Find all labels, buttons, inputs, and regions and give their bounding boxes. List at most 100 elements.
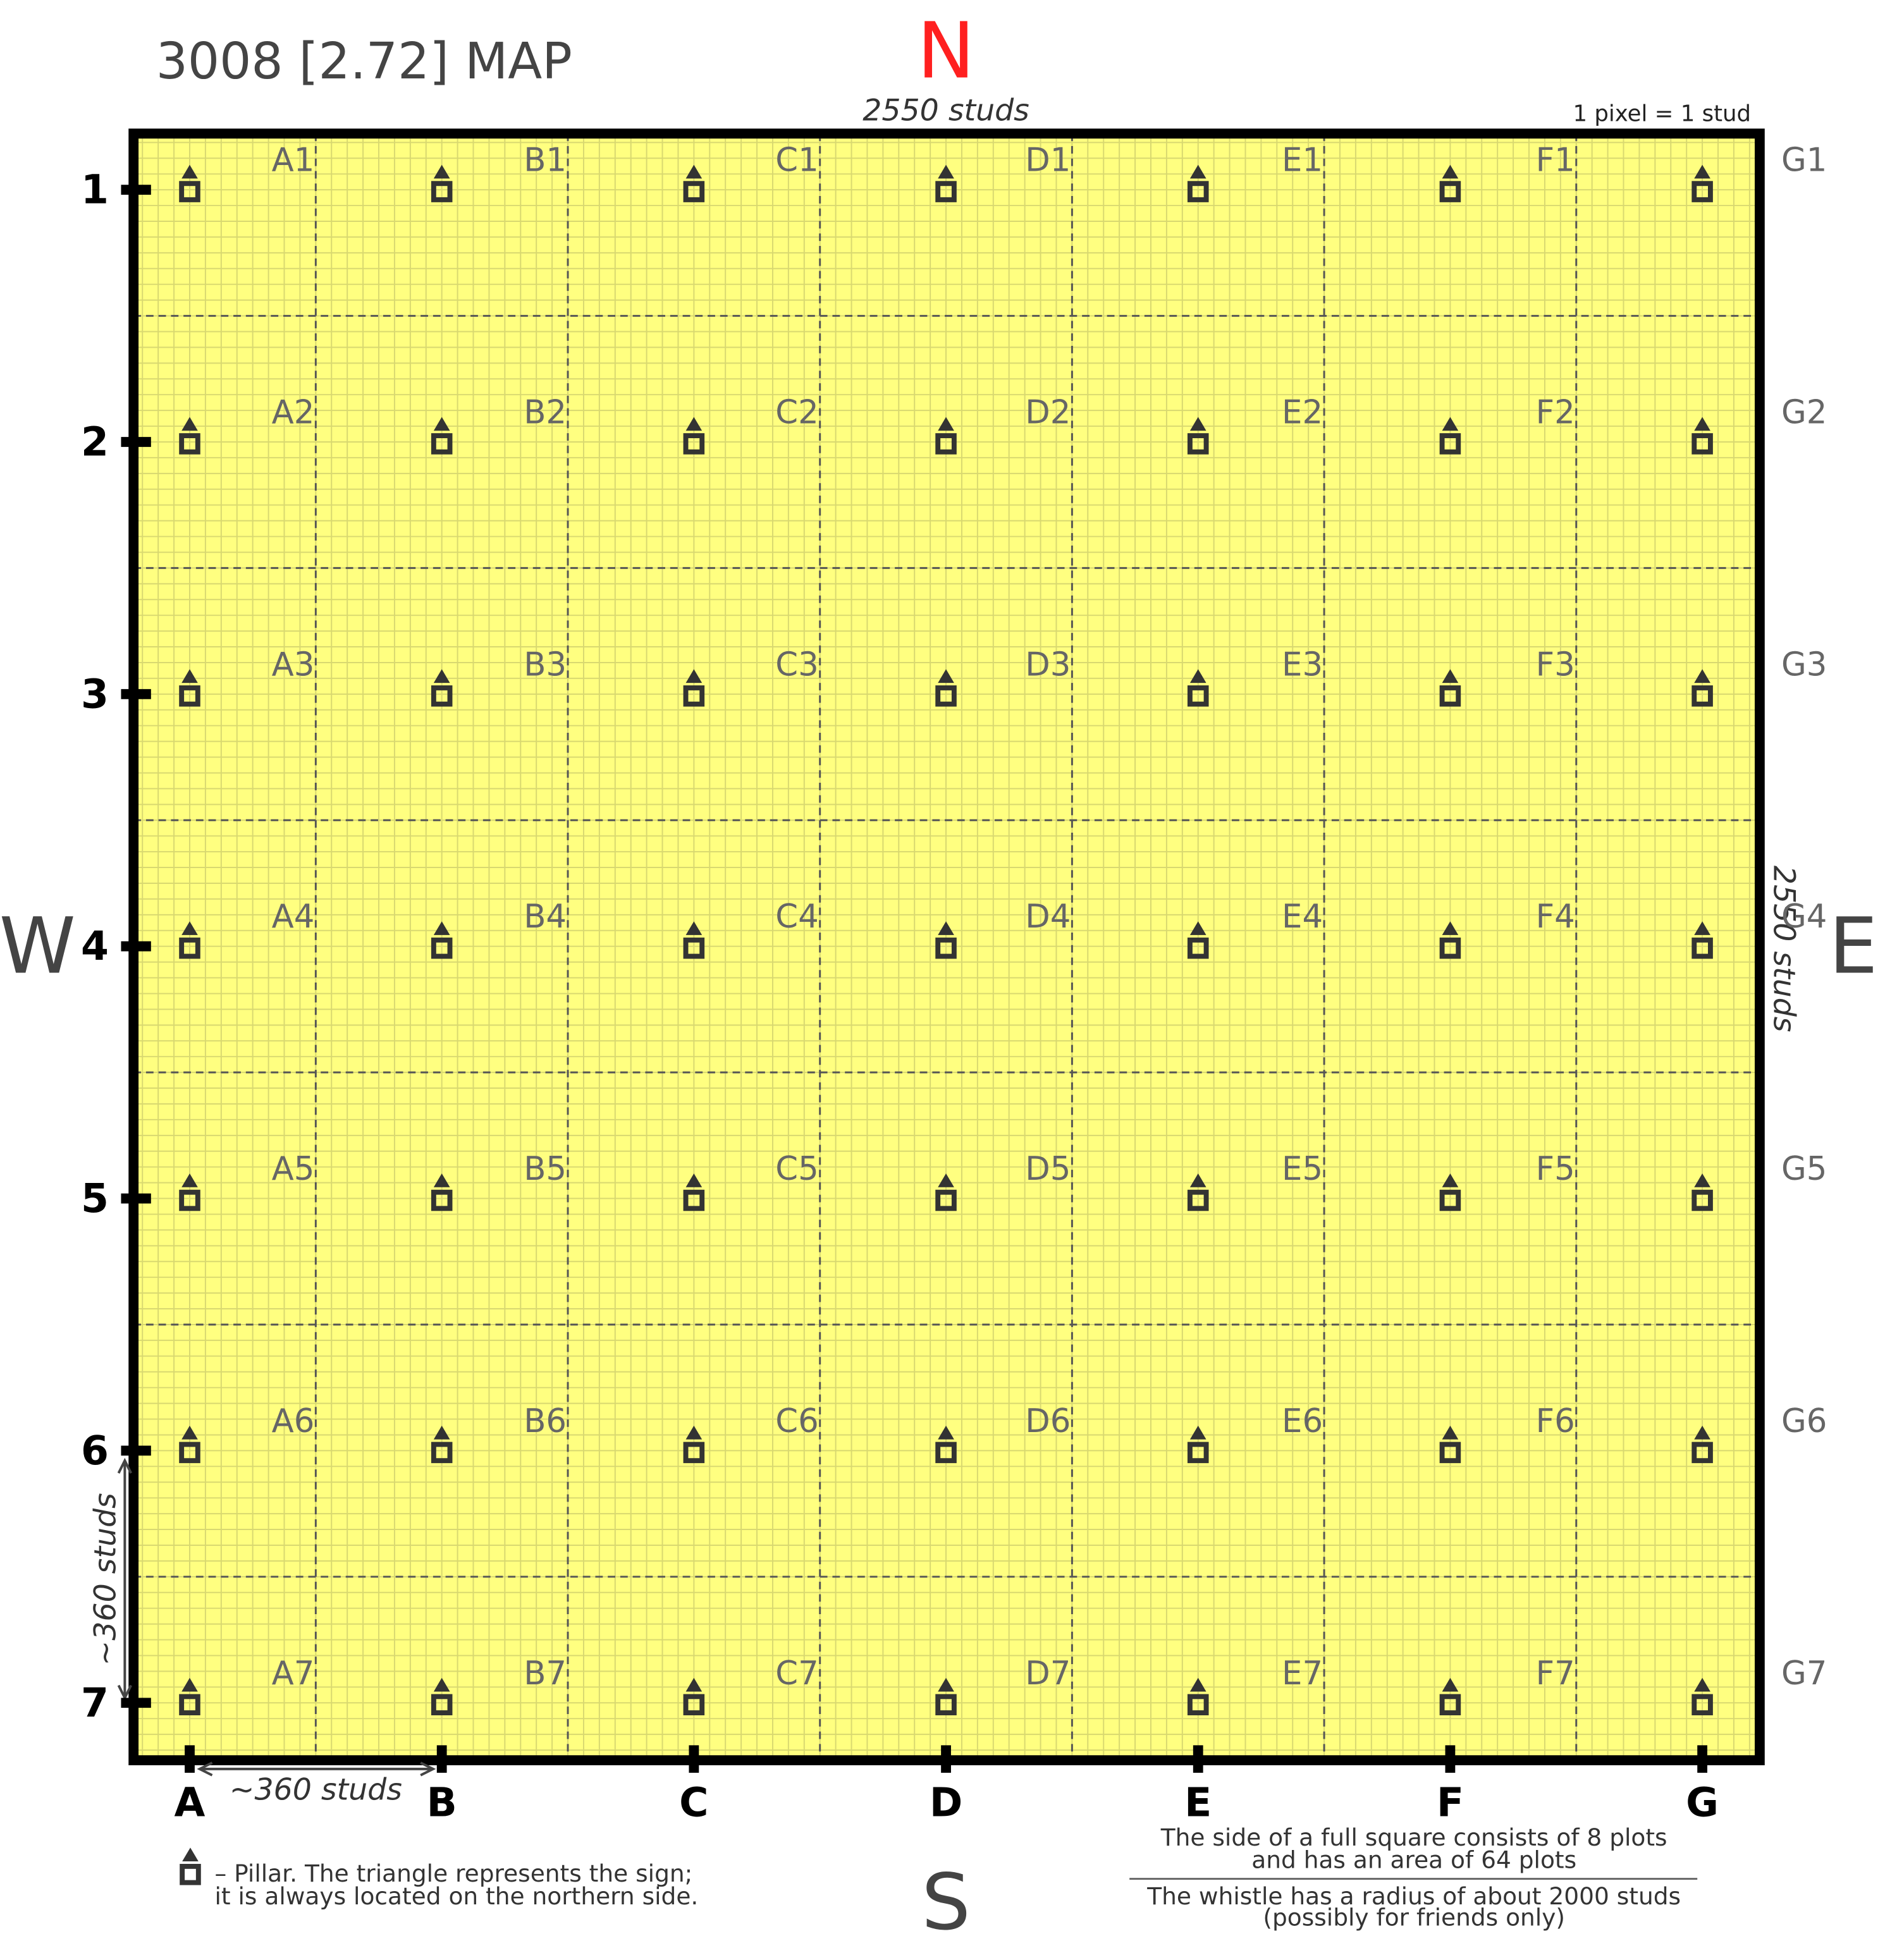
cell-width: ~360 studs xyxy=(230,1772,402,1807)
row-label: 5 xyxy=(81,1175,109,1222)
pillar xyxy=(1691,181,1713,202)
legend-icon xyxy=(180,1847,201,1885)
pillar-sign xyxy=(181,1677,198,1692)
column-label: G xyxy=(1686,1779,1719,1826)
pillar xyxy=(683,1189,705,1211)
pillar xyxy=(1439,937,1461,959)
column-label: A xyxy=(175,1779,206,1826)
column-label: B xyxy=(427,1779,457,1826)
cell-label: A1 xyxy=(272,142,315,180)
cell-label: F6 xyxy=(1536,1402,1575,1440)
pillar xyxy=(1691,937,1713,959)
cell-label: C6 xyxy=(775,1402,818,1440)
fine-grid xyxy=(133,133,1760,1761)
pillar-sign xyxy=(181,669,198,683)
pillar xyxy=(1439,685,1461,707)
pillar xyxy=(431,685,453,707)
cell-label: A2 xyxy=(272,394,315,432)
cell-label: A5 xyxy=(272,1150,315,1188)
pillar-sign xyxy=(1694,1173,1710,1187)
cell-label: A3 xyxy=(272,646,315,683)
scale-note: 1 pixel = 1 stud xyxy=(1573,101,1751,127)
cell-label: B5 xyxy=(524,1150,567,1188)
cell-label: G1 xyxy=(1781,142,1827,180)
cell-label: B7 xyxy=(524,1655,567,1693)
pillar-sign xyxy=(1694,1677,1710,1692)
pillar xyxy=(1187,181,1209,202)
pillar xyxy=(179,181,200,202)
pillar xyxy=(935,181,957,202)
title: 3008 [2.72] MAP xyxy=(156,32,572,90)
pillar-sign xyxy=(433,417,450,431)
pillar-sign xyxy=(181,921,198,935)
pillar xyxy=(1187,937,1209,959)
pillar-sign xyxy=(1189,417,1206,431)
cell-label: B4 xyxy=(524,898,567,936)
pillar xyxy=(431,937,453,959)
pillar xyxy=(1187,1442,1209,1464)
pillar-sign xyxy=(685,669,703,683)
pillar xyxy=(1187,1189,1209,1211)
pillar xyxy=(1691,685,1713,707)
cell-label: A4 xyxy=(272,898,315,936)
pillar-sign xyxy=(1189,1173,1206,1187)
pillar-sign xyxy=(433,921,450,935)
note: The side of a full square consists of 8 … xyxy=(1160,1823,1667,1851)
top-dimension: 2550 studs xyxy=(863,94,1029,128)
pillar-sign xyxy=(181,417,198,431)
cell-label: B6 xyxy=(524,1402,567,1440)
row-label: 7 xyxy=(81,1679,109,1726)
cell-label: E2 xyxy=(1282,394,1323,432)
pillar xyxy=(683,181,705,202)
pillar xyxy=(1187,1694,1209,1715)
row-label: 1 xyxy=(81,166,109,213)
cell-label: D1 xyxy=(1025,142,1071,180)
pillar xyxy=(1187,685,1209,707)
pillar xyxy=(935,1694,957,1715)
row-label: 6 xyxy=(81,1427,109,1474)
pillar-sign xyxy=(433,669,450,683)
note: and has an area of 64 plots xyxy=(1251,1846,1576,1874)
pillar xyxy=(1439,1189,1461,1211)
row-label: 2 xyxy=(81,418,109,465)
north: N xyxy=(917,6,975,96)
cell-label: F7 xyxy=(1536,1655,1575,1693)
pillar-sign xyxy=(1189,164,1206,179)
pillar-sign xyxy=(1442,164,1459,179)
pillar-sign xyxy=(433,1677,450,1692)
cell-label: F3 xyxy=(1536,646,1575,683)
cell-label: D4 xyxy=(1025,898,1071,936)
pillar-sign xyxy=(1442,921,1459,935)
cell-label: C3 xyxy=(775,646,818,683)
pillar-sign xyxy=(938,921,954,935)
pillar-sign xyxy=(1442,669,1459,683)
pillar xyxy=(683,1442,705,1464)
pillar xyxy=(431,1189,453,1211)
pillar xyxy=(431,1694,453,1715)
pillar xyxy=(179,1442,200,1464)
pillar xyxy=(1187,433,1209,455)
cell-label: G5 xyxy=(1781,1150,1827,1188)
cell-label: C5 xyxy=(775,1150,818,1188)
pillar-sign xyxy=(1694,921,1710,935)
cell-label: D5 xyxy=(1025,1150,1071,1188)
cell-label: A6 xyxy=(272,1402,315,1440)
cell-label: F2 xyxy=(1536,394,1575,432)
cell-label: E7 xyxy=(1282,1655,1323,1693)
pillar xyxy=(1439,433,1461,455)
cell-label: B3 xyxy=(524,646,567,683)
cell-height: ~360 studs xyxy=(89,1493,123,1665)
row-label: 3 xyxy=(81,670,109,717)
pillar-sign xyxy=(1442,1173,1459,1187)
pillar-sign xyxy=(685,1173,703,1187)
pillar-sign xyxy=(1189,669,1206,683)
cell-label: E3 xyxy=(1282,646,1323,683)
cell-label: F5 xyxy=(1536,1150,1575,1188)
west: W xyxy=(0,900,76,991)
note: (possibly for friends only) xyxy=(1263,1903,1565,1931)
pillar-sign xyxy=(1442,417,1459,431)
cell-label: D7 xyxy=(1025,1655,1071,1693)
pillar-sign xyxy=(685,417,703,431)
pillar-sign xyxy=(1189,921,1206,935)
